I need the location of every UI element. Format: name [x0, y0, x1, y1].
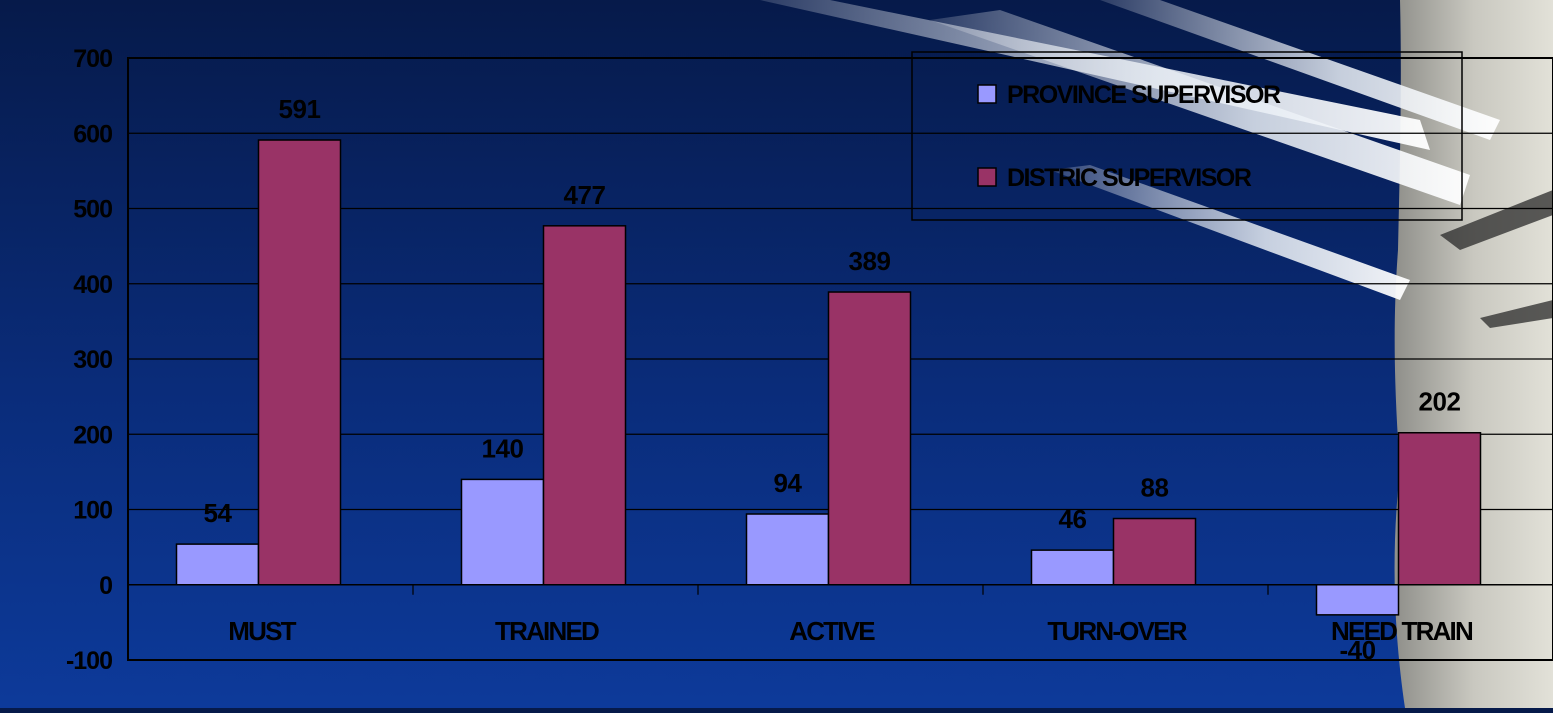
y-tick-label: 300: [73, 346, 112, 374]
x-tick-label: MUST: [228, 616, 296, 646]
data-label: 389: [849, 246, 891, 276]
data-label: 477: [564, 180, 606, 210]
airplane-shape: [1440, 190, 1553, 328]
y-axis: 700 600 500 400 300 200 100 0 -100: [66, 45, 113, 675]
data-label: 140: [482, 433, 524, 463]
bar-distric: [542, 225, 627, 586]
y-tick-label: 0: [99, 572, 112, 600]
x-tick-label: NEED TRAIN: [1331, 616, 1473, 646]
y-tick-label: 500: [73, 196, 112, 224]
x-tick-label: TURN-OVER: [1047, 616, 1187, 646]
legend-swatch-distric: [977, 167, 997, 187]
data-label: 46: [1059, 504, 1087, 534]
bars: [175, 139, 1482, 616]
bar-province: [745, 513, 830, 586]
bar-province: [460, 478, 545, 586]
bar-distric: [827, 291, 912, 586]
bar-distric: [257, 139, 342, 586]
contrail-4: [1050, 165, 1410, 300]
legend: PROVINCE SUPERVISOR DISTRIC SUPERVISOR: [911, 51, 1463, 221]
bar-province: [1030, 549, 1115, 586]
legend-label-distric: DISTRIC SUPERVISOR: [1007, 164, 1252, 192]
y-tick-label: 400: [73, 271, 112, 299]
y-tick-label: 600: [73, 120, 112, 148]
legend-swatch-province: [977, 84, 997, 104]
bar-province: [175, 543, 260, 586]
data-label: 94: [774, 468, 803, 498]
bar-province: [1315, 584, 1400, 616]
bar-distric: [1397, 431, 1482, 586]
data-label: 202: [1419, 387, 1461, 417]
y-tick-label: -100: [66, 647, 112, 675]
data-labels: 54 591 140 477 94 389 46 88 -40 202: [204, 94, 1461, 665]
data-label: 591: [279, 94, 321, 124]
y-tick-label: 700: [73, 45, 112, 73]
bar-distric: [1112, 517, 1197, 586]
x-tick-label: ACTIVE: [789, 616, 875, 646]
legend-label-province: PROVINCE SUPERVISOR: [1007, 81, 1281, 109]
y-tick-label: 100: [73, 497, 112, 525]
data-label: 88: [1141, 473, 1169, 503]
y-tick-label: 200: [73, 421, 112, 449]
contrail-3: [1100, 0, 1500, 140]
data-label: -40: [1339, 635, 1375, 665]
legend-box: [911, 51, 1463, 221]
x-tick-label: TRAINED: [495, 616, 599, 646]
x-axis: MUST TRAINED ACTIVE TURN-OVER NEED TRAIN: [228, 584, 1475, 646]
data-label: 54: [204, 498, 233, 528]
